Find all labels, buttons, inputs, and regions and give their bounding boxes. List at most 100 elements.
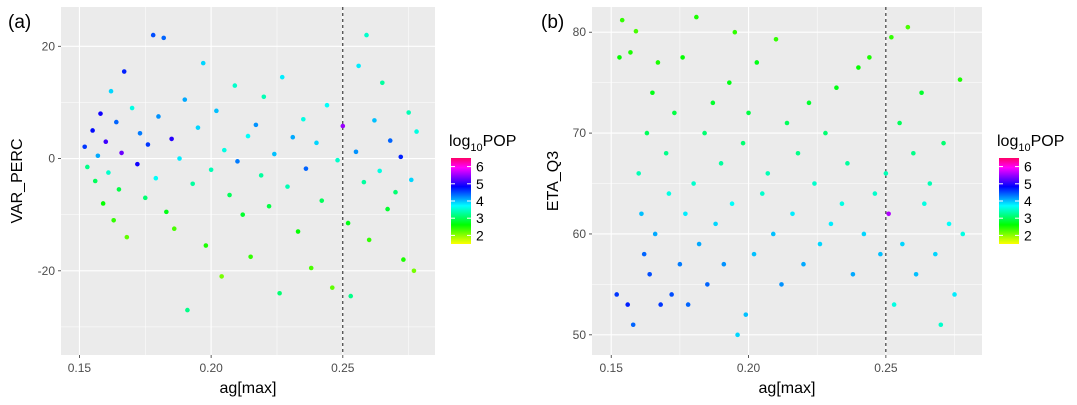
scatter-point — [103, 139, 109, 145]
scatter-point — [385, 206, 390, 212]
scatter-point — [221, 147, 227, 153]
scatter-point — [208, 167, 214, 173]
scatter-point — [795, 150, 801, 156]
scatter-point — [897, 120, 902, 126]
scatter-point — [702, 130, 707, 136]
scatter-point — [773, 36, 779, 42]
scatter-point — [377, 168, 382, 174]
colorbar — [451, 158, 471, 244]
x-tick-label: 0.20 — [199, 361, 223, 375]
scatter-point — [850, 272, 856, 277]
legend-label: 5 — [476, 176, 484, 192]
scatter-point — [214, 108, 219, 114]
scatter-point — [839, 201, 845, 206]
scatter-point — [232, 83, 238, 88]
scatter-point — [387, 138, 393, 143]
scatter-point — [106, 170, 111, 175]
scatter-point — [169, 136, 174, 142]
scatter-point — [891, 302, 897, 307]
scatter-point — [636, 171, 641, 176]
scatter-point — [641, 251, 647, 257]
scatter-point — [364, 32, 369, 38]
plot-background — [592, 7, 982, 355]
scatter-point — [261, 94, 267, 100]
x-tick-labels: 0.15 0.20 0.25 — [68, 355, 355, 375]
scatter-point — [685, 302, 691, 307]
x-tick-label: 0.15 — [68, 361, 92, 375]
scatter-point — [353, 149, 359, 155]
scatter-point — [398, 154, 404, 160]
legend-label: 5 — [1024, 176, 1032, 192]
scatter-point — [812, 181, 817, 186]
scatter-point — [952, 292, 957, 297]
scatter-point — [729, 201, 735, 206]
grid-lines — [592, 7, 982, 355]
scatter-point — [245, 133, 251, 139]
scatter-point — [655, 60, 661, 65]
data-points — [614, 14, 966, 338]
scatter-point — [867, 55, 872, 60]
scatter-point — [705, 282, 710, 287]
scatter-point — [861, 231, 867, 237]
legend-label: 4 — [476, 193, 484, 209]
scatter-point — [235, 159, 240, 164]
scatter-point — [754, 60, 760, 65]
scatter-point — [878, 251, 883, 257]
panel-label: (a) — [8, 12, 31, 33]
scatter-point — [710, 100, 716, 106]
y-tick-label: 0 — [48, 152, 55, 166]
x-tick-labels: 0.15 0.20 0.25 — [600, 355, 898, 375]
data-points — [82, 32, 419, 313]
scatter-point — [340, 123, 346, 129]
scatter-point — [142, 195, 148, 201]
scatter-point — [380, 80, 385, 86]
y-tick-labels: 50 60 70 80 — [573, 25, 592, 342]
x-axis-label: ag[max] — [759, 380, 816, 397]
scatter-point — [285, 184, 290, 189]
scatter-point — [922, 201, 927, 206]
scatter-point — [266, 203, 272, 209]
scatter-point — [219, 274, 224, 279]
scatter-point — [770, 231, 776, 237]
scatter-point — [672, 110, 677, 116]
scatter-point — [883, 171, 889, 176]
scatter-point — [905, 24, 911, 30]
scatter-point — [82, 144, 88, 150]
legend-label: 3 — [476, 210, 484, 226]
legend-label: 2 — [1024, 227, 1032, 243]
scatter-point — [393, 189, 398, 195]
scatter-point — [195, 125, 201, 130]
scatter-point — [683, 211, 688, 217]
legend-title: log10POP — [449, 133, 516, 154]
scatter-point — [619, 17, 625, 23]
scatter-point — [129, 105, 135, 111]
scatter-point — [100, 201, 106, 206]
scatter-point — [227, 192, 232, 198]
scatter-point — [650, 90, 655, 96]
scatter-point — [617, 55, 622, 60]
scatter-point — [203, 243, 209, 248]
scatter-point — [828, 221, 834, 227]
scatter-point — [150, 32, 156, 38]
scatter-point — [277, 290, 282, 296]
scatter-point — [272, 151, 277, 157]
scatter-point — [253, 122, 259, 128]
scatter-point — [114, 119, 119, 125]
scatter-point — [652, 231, 658, 237]
scatter-point — [941, 140, 946, 146]
scatter-point — [116, 187, 122, 192]
scatter-point — [856, 65, 861, 70]
scatter-point — [743, 312, 749, 317]
scatter-point — [889, 34, 894, 40]
scatter-point — [161, 35, 167, 41]
scatter-point — [356, 63, 361, 69]
y-tick-labels: -20 0 20 — [38, 39, 61, 278]
scatter-point — [886, 211, 891, 217]
scatter-point — [669, 292, 674, 297]
scatter-point — [314, 140, 319, 146]
y-tick-label: 20 — [42, 39, 56, 53]
scatter-point — [644, 130, 650, 136]
